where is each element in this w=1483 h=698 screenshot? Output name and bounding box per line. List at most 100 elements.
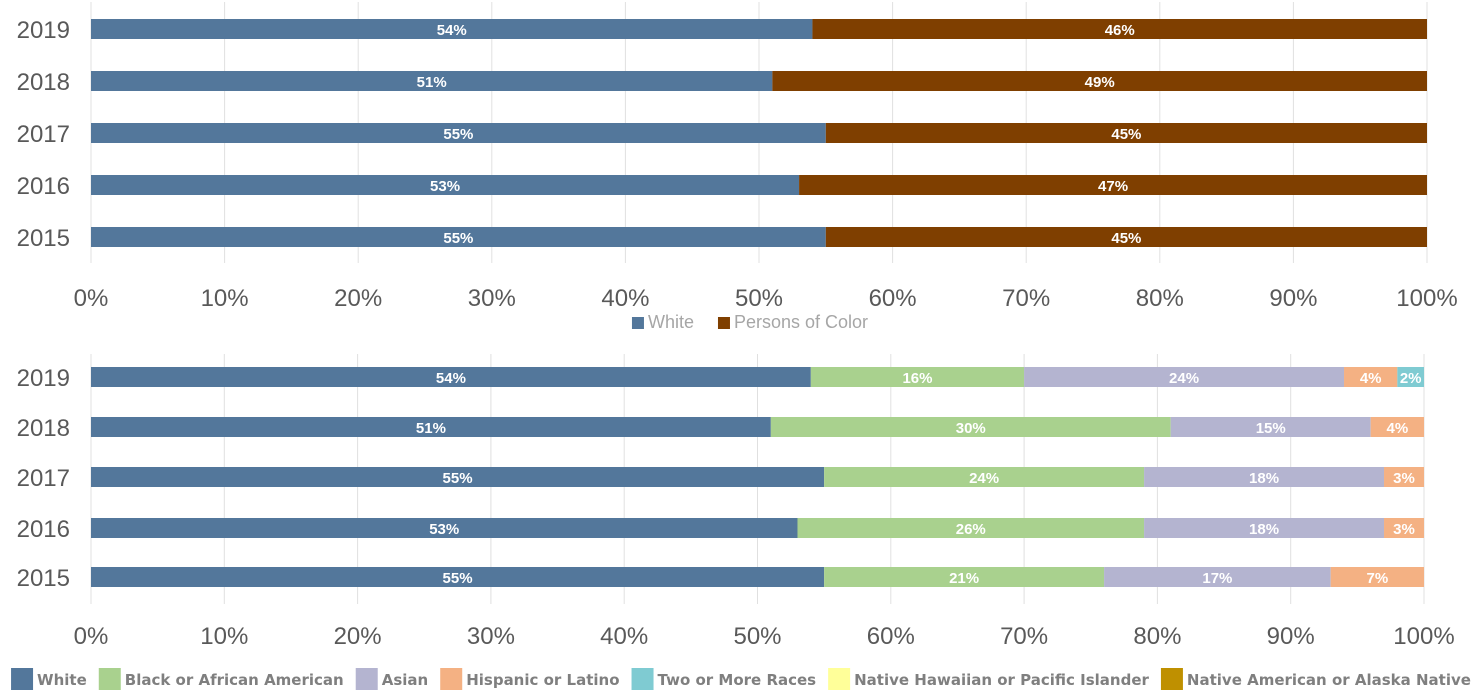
x-tick-label: 100% xyxy=(1393,623,1454,650)
x-tick-label: 50% xyxy=(733,623,781,650)
bar-segment xyxy=(810,367,1025,387)
x-tick-label: 60% xyxy=(869,285,917,312)
data-label: 3% xyxy=(1393,470,1415,487)
bar-segment xyxy=(1170,417,1371,437)
x-tick-label: 10% xyxy=(200,623,248,650)
data-label: 18% xyxy=(1249,470,1279,487)
category-label: 2015 xyxy=(17,225,70,252)
bar-segment xyxy=(824,467,1145,487)
bar-segment xyxy=(91,71,773,91)
legend-label: Native Hawaiian or Pacific Islander xyxy=(854,671,1149,689)
legend-swatch xyxy=(1160,668,1183,690)
x-tick-label: 10% xyxy=(201,285,249,312)
data-label: 55% xyxy=(443,470,473,487)
bar-segment xyxy=(91,567,825,587)
legend-swatch xyxy=(440,668,463,690)
category-label: 2018 xyxy=(17,69,70,96)
x-tick-label: 0% xyxy=(74,285,109,312)
bar-segment xyxy=(91,417,771,437)
bar-segment xyxy=(772,71,1427,91)
bar-segment xyxy=(91,518,798,538)
data-label: 49% xyxy=(1085,74,1115,91)
data-label: 15% xyxy=(1256,420,1286,437)
x-tick-label: 20% xyxy=(334,285,382,312)
bar-segment xyxy=(91,227,826,247)
x-tick-label: 40% xyxy=(600,623,648,650)
bar-segment xyxy=(770,417,1171,437)
bar-segment xyxy=(824,567,1105,587)
legend-label: White xyxy=(648,312,694,332)
category-label: 2016 xyxy=(17,173,70,200)
legend-label: Asian xyxy=(382,671,428,689)
x-tick-label: 20% xyxy=(334,623,382,650)
legend-swatch xyxy=(717,317,730,329)
category-label: 2016 xyxy=(17,516,70,543)
x-tick-label: 70% xyxy=(1002,285,1050,312)
category-label: 2018 xyxy=(17,415,70,442)
data-label: 4% xyxy=(1360,370,1382,387)
x-tick-label: 0% xyxy=(74,623,109,650)
bar-segment xyxy=(1024,367,1345,387)
bar-segment xyxy=(1384,518,1424,538)
data-label: 53% xyxy=(429,521,459,538)
legend-label: Hispanic or Latino xyxy=(466,671,619,689)
data-label: 51% xyxy=(416,420,446,437)
data-label: 53% xyxy=(430,178,460,195)
bar-segment xyxy=(1330,567,1424,587)
legend: White Black or African American Asian Hispa… xyxy=(11,668,1471,690)
data-label: 45% xyxy=(1111,230,1141,247)
data-label: 51% xyxy=(417,74,447,91)
bar-segment xyxy=(91,19,813,39)
data-label: 17% xyxy=(1202,570,1232,587)
bar-segment xyxy=(1370,417,1424,437)
data-label: 54% xyxy=(437,22,467,39)
data-label: 7% xyxy=(1367,570,1389,587)
data-label: 55% xyxy=(443,230,473,247)
legend-label: Native American or Alaska Native xyxy=(1187,671,1471,689)
bar-segment xyxy=(812,19,1427,39)
bar-segment xyxy=(1144,467,1385,487)
data-label: 54% xyxy=(436,370,466,387)
x-tick-label: 50% xyxy=(735,285,783,312)
x-tick-label: 70% xyxy=(1000,623,1048,650)
x-tick-label: 80% xyxy=(1136,285,1184,312)
x-tick-label: 60% xyxy=(867,623,915,650)
data-label: 30% xyxy=(956,420,986,437)
x-tick-label: 90% xyxy=(1269,285,1317,312)
bar-segment xyxy=(799,175,1427,195)
legend-swatch xyxy=(11,668,34,690)
x-tick-label: 80% xyxy=(1133,623,1181,650)
data-label: 55% xyxy=(443,126,473,143)
legend-swatch xyxy=(631,317,644,329)
category-label: 2017 xyxy=(17,121,70,148)
data-label: 24% xyxy=(969,470,999,487)
category-label: 2017 xyxy=(17,465,70,492)
legend-label: White xyxy=(37,671,87,689)
bar-segment xyxy=(1344,367,1398,387)
bar-segment xyxy=(91,367,811,387)
legend-label: Persons of Color xyxy=(734,312,868,332)
data-label: 55% xyxy=(443,570,473,587)
data-label: 16% xyxy=(902,370,932,387)
bar-segment xyxy=(825,227,1427,247)
data-label: 46% xyxy=(1105,22,1135,39)
x-tick-label: 100% xyxy=(1396,285,1457,312)
bar-segment xyxy=(1397,367,1424,387)
legend-swatch xyxy=(828,668,851,690)
data-label: 18% xyxy=(1249,521,1279,538)
data-label: 47% xyxy=(1098,178,1128,195)
data-label: 21% xyxy=(949,570,979,587)
legend: White Persons of Color xyxy=(631,312,868,332)
x-tick-label: 30% xyxy=(467,623,515,650)
data-label: 4% xyxy=(1386,420,1408,437)
bar-segment xyxy=(91,123,826,143)
legend-swatch xyxy=(355,668,378,690)
chart-2: 2019 54% 16% 24% 4% 2% 2018 51% 30% 15% 4% 2017 55% 2… xyxy=(11,354,1471,690)
bar-segment xyxy=(797,518,1145,538)
x-tick-label: 90% xyxy=(1267,623,1315,650)
data-label: 26% xyxy=(956,521,986,538)
data-label: 45% xyxy=(1111,126,1141,143)
bar-segment xyxy=(91,175,800,195)
bar-segment xyxy=(825,123,1427,143)
